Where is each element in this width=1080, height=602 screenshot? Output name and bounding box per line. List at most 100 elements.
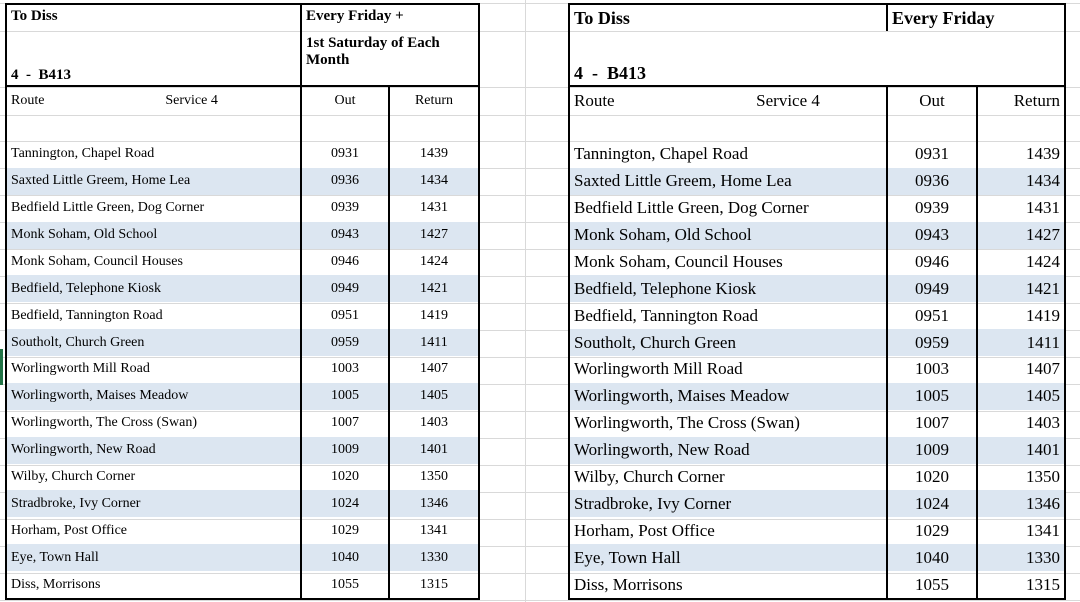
out-time-cell[interactable]: 1020 bbox=[888, 463, 978, 491]
stop-name-cell[interactable]: Monk Soham, Old School bbox=[570, 221, 888, 249]
stop-name-cell[interactable]: Monk Soham, Council Houses bbox=[7, 248, 302, 276]
return-time-cell[interactable]: 1341 bbox=[978, 517, 1064, 544]
empty-cell[interactable] bbox=[302, 115, 390, 141]
stop-name-cell[interactable]: Tannington, Chapel Road bbox=[7, 141, 302, 168]
out-time-cell[interactable]: 1055 bbox=[888, 571, 978, 598]
out-time-cell[interactable]: 1007 bbox=[302, 409, 390, 437]
out-time-cell[interactable]: 1029 bbox=[888, 517, 978, 545]
return-time-cell[interactable]: 1330 bbox=[390, 544, 478, 571]
out-time-cell[interactable]: 1007 bbox=[888, 409, 978, 437]
column-header-out[interactable]: Out bbox=[302, 87, 390, 115]
return-time-cell[interactable]: 1419 bbox=[978, 302, 1064, 329]
out-time-cell[interactable]: 1024 bbox=[302, 490, 390, 518]
out-time-cell[interactable]: 1003 bbox=[302, 356, 390, 383]
out-time-cell[interactable]: 0931 bbox=[302, 141, 390, 168]
out-time-cell[interactable]: 1003 bbox=[888, 356, 978, 383]
stop-name-cell[interactable]: Southolt, Church Green bbox=[7, 329, 302, 357]
out-time-cell[interactable]: 0939 bbox=[888, 194, 978, 222]
stop-name-cell[interactable]: Saxted Little Greem, Home Lea bbox=[570, 167, 888, 195]
return-time-cell[interactable]: 1434 bbox=[390, 168, 478, 195]
empty-cell[interactable] bbox=[570, 115, 888, 141]
out-time-cell[interactable]: 0931 bbox=[888, 141, 978, 168]
return-time-cell[interactable]: 1346 bbox=[390, 490, 478, 517]
stop-name-cell[interactable]: Monk Soham, Council Houses bbox=[570, 248, 888, 276]
empty-cell[interactable] bbox=[978, 115, 1064, 141]
out-time-cell[interactable]: 0946 bbox=[888, 248, 978, 276]
return-time-cell[interactable]: 1405 bbox=[390, 383, 478, 410]
return-time-cell[interactable]: 1403 bbox=[390, 410, 478, 437]
out-time-cell[interactable]: 0946 bbox=[302, 248, 390, 276]
out-time-cell[interactable]: 1024 bbox=[888, 490, 978, 518]
stop-name-cell[interactable]: Horham, Post Office bbox=[570, 517, 888, 545]
return-time-cell[interactable]: 1407 bbox=[390, 356, 478, 383]
stop-name-cell[interactable]: Worlingworth, Maises Meadow bbox=[570, 382, 888, 410]
return-time-cell[interactable]: 1315 bbox=[978, 571, 1064, 598]
return-time-cell[interactable]: 1346 bbox=[978, 490, 1064, 517]
stop-name-cell[interactable]: Bedfield Little Green, Dog Corner bbox=[7, 194, 302, 222]
return-time-cell[interactable]: 1411 bbox=[390, 329, 478, 356]
stop-name-cell[interactable]: Bedfield Little Green, Dog Corner bbox=[570, 194, 888, 222]
return-time-cell[interactable]: 1411 bbox=[978, 329, 1064, 356]
stop-name-cell[interactable]: Bedfield, Tannington Road bbox=[7, 302, 302, 330]
out-time-cell[interactable]: 0936 bbox=[888, 167, 978, 195]
return-time-cell[interactable]: 1421 bbox=[390, 275, 478, 302]
empty-cell[interactable] bbox=[7, 115, 302, 141]
stop-name-cell[interactable]: Worlingworth, New Road bbox=[570, 436, 888, 464]
stop-name-cell[interactable]: Eye, Town Hall bbox=[570, 544, 888, 572]
out-time-cell[interactable]: 0951 bbox=[302, 302, 390, 330]
stop-name-cell[interactable]: Diss, Morrisons bbox=[570, 571, 888, 598]
column-header-return[interactable]: Return bbox=[978, 87, 1064, 115]
return-time-cell[interactable]: 1424 bbox=[978, 249, 1064, 276]
title-cell[interactable]: To Diss 4 - B413 bbox=[7, 5, 302, 85]
return-time-cell[interactable]: 1439 bbox=[978, 141, 1064, 168]
frequency-cell[interactable]: Every Friday + 1st Saturday of Each Mont… bbox=[302, 5, 478, 85]
return-time-cell[interactable]: 1439 bbox=[390, 141, 478, 168]
stop-name-cell[interactable]: Stradbroke, Ivy Corner bbox=[7, 490, 302, 518]
frequency-cell[interactable]: Every Friday bbox=[888, 5, 1064, 85]
return-time-cell[interactable]: 1434 bbox=[978, 168, 1064, 195]
stop-name-cell[interactable]: Diss, Morrisons bbox=[7, 571, 302, 598]
out-time-cell[interactable]: 0949 bbox=[888, 275, 978, 303]
out-time-cell[interactable]: 0943 bbox=[302, 221, 390, 249]
out-time-cell[interactable]: 1040 bbox=[302, 544, 390, 572]
stop-name-cell[interactable]: Worlingworth, The Cross (Swan) bbox=[570, 409, 888, 437]
return-time-cell[interactable]: 1424 bbox=[390, 249, 478, 276]
return-time-cell[interactable]: 1421 bbox=[978, 275, 1064, 302]
stop-name-cell[interactable]: Eye, Town Hall bbox=[7, 544, 302, 572]
stop-name-cell[interactable]: Stradbroke, Ivy Corner bbox=[570, 490, 888, 518]
return-time-cell[interactable]: 1315 bbox=[390, 571, 478, 598]
out-time-cell[interactable]: 0959 bbox=[888, 329, 978, 357]
out-time-cell[interactable]: 1005 bbox=[888, 382, 978, 410]
title-cell[interactable]: To Diss 4 - B413 bbox=[570, 5, 888, 85]
stop-name-cell[interactable]: Worlingworth, New Road bbox=[7, 436, 302, 464]
stop-name-cell[interactable]: Horham, Post Office bbox=[7, 517, 302, 545]
out-time-cell[interactable]: 0939 bbox=[302, 194, 390, 222]
stop-name-cell[interactable]: Monk Soham, Old School bbox=[7, 221, 302, 249]
stop-name-cell[interactable]: Wilby, Church Corner bbox=[7, 463, 302, 491]
return-time-cell[interactable]: 1431 bbox=[978, 195, 1064, 222]
empty-cell[interactable] bbox=[390, 115, 478, 141]
return-time-cell[interactable]: 1419 bbox=[390, 302, 478, 329]
out-time-cell[interactable]: 1009 bbox=[888, 436, 978, 464]
column-header-route[interactable]: Route Service 4 bbox=[570, 87, 888, 115]
return-time-cell[interactable]: 1341 bbox=[390, 517, 478, 544]
stop-name-cell[interactable]: Southolt, Church Green bbox=[570, 329, 888, 357]
out-time-cell[interactable]: 1040 bbox=[888, 544, 978, 572]
return-time-cell[interactable]: 1330 bbox=[978, 544, 1064, 571]
stop-name-cell[interactable]: Worlingworth, Maises Meadow bbox=[7, 382, 302, 410]
column-header-return[interactable]: Return bbox=[390, 87, 478, 115]
out-time-cell[interactable]: 1005 bbox=[302, 382, 390, 410]
stop-name-cell[interactable]: Tannington, Chapel Road bbox=[570, 141, 888, 168]
return-time-cell[interactable]: 1403 bbox=[978, 410, 1064, 437]
return-time-cell[interactable]: 1407 bbox=[978, 356, 1064, 383]
out-time-cell[interactable]: 0936 bbox=[302, 167, 390, 195]
out-time-cell[interactable]: 1020 bbox=[302, 463, 390, 491]
stop-name-cell[interactable]: Wilby, Church Corner bbox=[570, 463, 888, 491]
out-time-cell[interactable]: 1009 bbox=[302, 436, 390, 464]
out-time-cell[interactable]: 0959 bbox=[302, 329, 390, 357]
out-time-cell[interactable]: 0943 bbox=[888, 221, 978, 249]
stop-name-cell[interactable]: Bedfield, Telephone Kiosk bbox=[570, 275, 888, 303]
stop-name-cell[interactable]: Saxted Little Greem, Home Lea bbox=[7, 167, 302, 195]
return-time-cell[interactable]: 1401 bbox=[978, 437, 1064, 464]
empty-cell[interactable] bbox=[888, 115, 978, 141]
